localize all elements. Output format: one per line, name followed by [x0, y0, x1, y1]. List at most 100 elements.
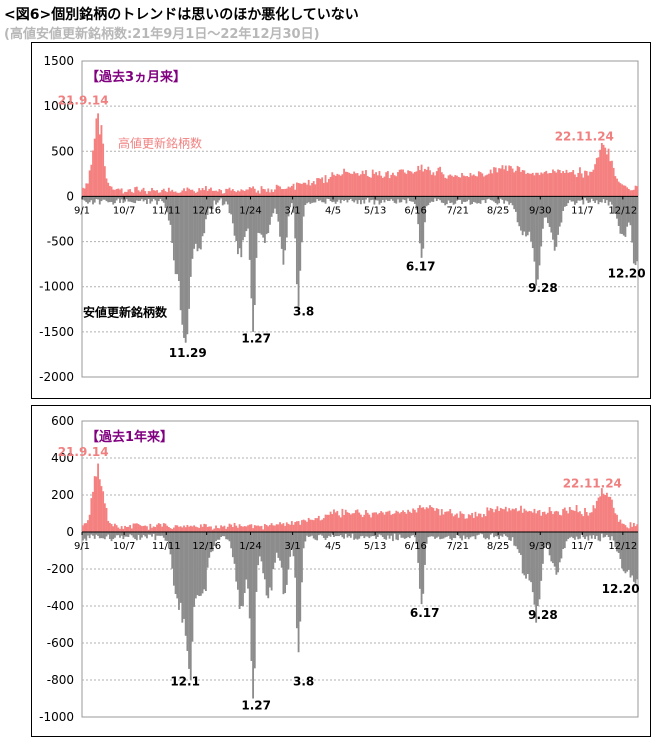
- low-bar: [573, 196, 576, 205]
- low-bar: [255, 196, 258, 258]
- low-bar: [627, 532, 630, 570]
- low-bar: [284, 196, 287, 251]
- low-bar: [135, 196, 138, 201]
- high-bar: [582, 516, 585, 532]
- high-bar: [568, 172, 571, 197]
- low-bar: [616, 196, 618, 219]
- low-bar: [159, 532, 162, 536]
- high-bar: [107, 182, 110, 197]
- high-bar: [230, 524, 233, 532]
- high-bar: [627, 188, 630, 197]
- high-bar: [573, 510, 576, 532]
- x-tick-label: 3/1: [285, 205, 301, 216]
- high-bar: [543, 511, 546, 532]
- low-bar: [304, 532, 307, 542]
- high-bar: [269, 192, 271, 197]
- low-bar: [548, 196, 551, 227]
- high-bar: [343, 514, 345, 532]
- low-bar: [425, 532, 428, 544]
- low-bar: [563, 196, 566, 207]
- high-bar: [594, 164, 597, 197]
- low-bar: [92, 196, 94, 205]
- low-bar: [124, 532, 126, 537]
- high-bar: [415, 512, 418, 532]
- high-bar: [149, 191, 152, 197]
- low-bar: [329, 532, 332, 537]
- low-bar: [466, 196, 468, 202]
- low-bar: [201, 532, 204, 594]
- low-bar: [171, 196, 174, 244]
- low-bar: [114, 196, 116, 204]
- low-bar: [535, 196, 538, 286]
- high-bar: [392, 172, 394, 197]
- high-bar: [361, 170, 364, 197]
- high-bar: [518, 167, 521, 197]
- high-bar: [407, 170, 410, 197]
- high-bar: [503, 169, 506, 197]
- low-bar: [333, 196, 335, 202]
- low-bar: [506, 196, 509, 202]
- low-bar: [582, 532, 585, 538]
- low-bar: [508, 196, 511, 205]
- high-bar: [442, 514, 445, 532]
- high-bar: [526, 172, 529, 197]
- high-bar: [105, 178, 108, 197]
- high-bar: [412, 173, 415, 197]
- low-bar: [518, 532, 521, 553]
- high-bar: [609, 496, 612, 532]
- low-peak-label: 3.8: [293, 675, 314, 689]
- high-bar: [125, 191, 128, 197]
- low-bar: [400, 532, 403, 538]
- low-bar: [580, 196, 583, 201]
- high-bar: [454, 175, 457, 197]
- high-bar: [117, 527, 120, 532]
- x-tick-label: 1/24: [239, 541, 261, 552]
- high-bar: [225, 528, 228, 532]
- low-bar: [302, 196, 305, 217]
- high-bar: [557, 511, 559, 532]
- low-series-label: 安値更新銘柄数: [83, 305, 168, 320]
- low-bar: [149, 532, 152, 535]
- high-bar: [388, 178, 391, 197]
- high-bar: [612, 167, 615, 197]
- high-bar: [496, 506, 499, 532]
- high-bar: [198, 188, 201, 197]
- low-bar: [346, 532, 349, 538]
- high-bar: [82, 525, 84, 532]
- high-bar: [237, 190, 239, 197]
- high-bar: [395, 176, 398, 197]
- low-bar: [184, 532, 187, 636]
- high-bar: [450, 175, 453, 197]
- high-bar: [611, 160, 613, 197]
- high-bar: [290, 521, 293, 532]
- low-bar: [392, 532, 394, 542]
- high-bar: [203, 189, 206, 197]
- high-bar: [617, 181, 620, 197]
- high-bar: [477, 171, 480, 197]
- high-bar: [221, 526, 224, 532]
- high-bar: [353, 171, 356, 197]
- low-bar: [83, 532, 86, 539]
- low-bar: [363, 532, 366, 539]
- high-bar: [380, 511, 383, 532]
- low-bar: [469, 532, 472, 538]
- high-bar: [553, 511, 556, 532]
- low-bar: [108, 532, 111, 540]
- high-bar: [420, 507, 423, 532]
- high-bar: [516, 511, 519, 532]
- low-bar: [349, 196, 352, 199]
- low-bar: [132, 196, 135, 203]
- high-bar: [139, 525, 142, 532]
- high-bar: [356, 509, 359, 532]
- low-bar: [341, 196, 344, 200]
- high-bar: [424, 168, 426, 197]
- high-bar: [513, 509, 516, 532]
- low-bar: [488, 196, 490, 199]
- low-bar: [87, 196, 89, 204]
- high-bar: [280, 189, 283, 197]
- low-bar: [130, 532, 133, 536]
- high-bar: [582, 177, 585, 197]
- low-bar: [265, 532, 268, 596]
- low-bar: [280, 196, 283, 249]
- high-bar: [280, 524, 283, 532]
